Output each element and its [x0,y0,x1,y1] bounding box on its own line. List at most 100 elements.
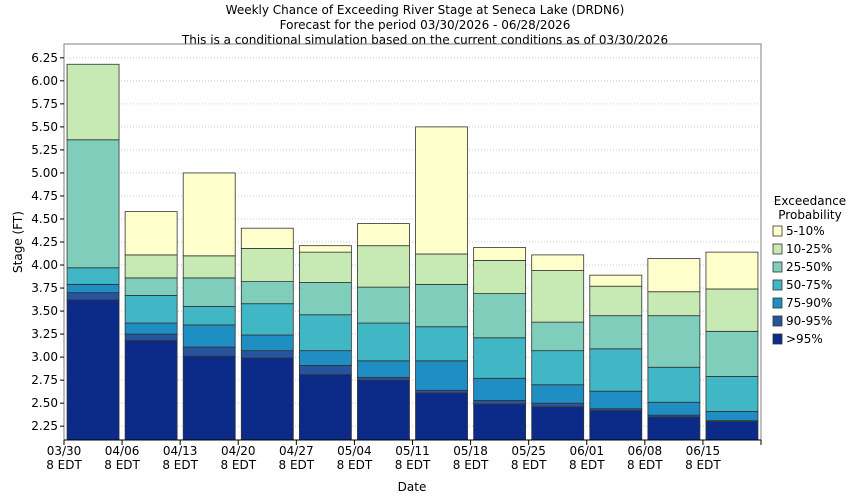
bar-segment [298,282,352,316]
legend-swatch [772,243,783,255]
x-tick-label: 05/25 [511,444,546,458]
bar-segment [531,384,585,404]
bar-segment [240,303,294,336]
grid-lines [64,57,761,427]
bar-segment [124,322,178,335]
bar-segment [182,306,236,326]
y-tick-label: 4.75 [31,189,58,203]
x-tick-label: 05/11 [395,444,430,458]
bar-segment [705,411,759,422]
bar-segment [647,258,701,293]
x-tick-sublabel: 8 EDT [162,458,198,472]
bar-segment [240,248,294,283]
x-tick-sublabel: 8 EDT [627,458,663,472]
x-tick-label: 04/06 [105,444,140,458]
y-tick-label: 6.25 [31,51,58,65]
bar-segment [531,406,585,441]
bar-segment [182,355,236,441]
legend-label: 50-75% [786,278,832,292]
y-tick-label: 2.50 [31,396,58,410]
bar-segment [473,247,527,261]
x-tick-sublabel: 8 EDT [220,458,256,472]
bar-segment [473,399,527,405]
bar-segment [240,350,294,359]
bar-segment [589,410,643,441]
bar-segment [589,390,643,410]
x-tick-label: 05/04 [337,444,372,458]
x-tick-sublabel: 8 EDT [685,458,721,472]
y-tick-label: 3.25 [31,327,58,341]
x-tick-label: 04/13 [163,444,198,458]
bar-segment [124,277,178,296]
x-tick-sublabel: 8 EDT [46,458,82,472]
bar-segment [357,223,410,247]
bar-segment [415,253,468,285]
legend-swatch [772,333,783,345]
bar-segment [357,245,410,288]
bar-segment [647,401,701,416]
bar-segment [182,172,236,257]
bar-segment [298,350,352,366]
bar-segment [705,330,759,377]
bar-segment [182,346,236,357]
bar-segment [589,315,643,350]
legend-label: 5-10% [786,224,825,238]
bar-segment [531,350,585,386]
x-tick-sublabel: 8 EDT [337,458,373,472]
y-tick-label: 5.00 [31,166,58,180]
y-axis: 2.25 2.50 2.75 3.00 3.25 3.50 3.75 4.00 4.25 4.50… [31,51,64,433]
y-tick-label: 3.50 [31,304,58,318]
bar-segment [66,283,120,294]
y-tick-label: 2.25 [31,419,58,433]
legend-label: 10-25% [786,242,832,256]
legend-label: 75-90% [786,296,832,310]
bar-segment [647,315,701,368]
y-tick-label: 5.25 [31,143,58,157]
bar-segment [531,270,585,323]
bar-segment [415,360,468,391]
bar-segment [124,333,178,341]
bar-segment [647,366,701,403]
legend-title: Exceedance [774,194,846,208]
x-tick-label: 04/27 [279,444,314,458]
bar-segment [415,326,468,362]
bar-segment [298,314,352,352]
bar-segment [415,389,468,394]
legend-swatch [772,279,783,291]
x-tick-label: 03/30 [47,444,82,458]
bar-segment [473,403,527,441]
legend-label: 25-50% [786,260,832,274]
x-tick-sublabel: 8 EDT [453,458,489,472]
bar-segment [705,251,759,290]
legend-swatch [772,315,783,327]
bar-segment [589,274,643,287]
bar-segment [357,379,410,441]
x-tick-label: 06/01 [569,444,604,458]
bar-segment [124,340,178,441]
legend-label: 90-95% [786,314,832,328]
y-tick-label: 6.00 [31,74,58,88]
bar-segment [298,245,352,253]
bar-segment [415,126,468,255]
x-tick-label: 06/08 [628,444,663,458]
bar-segment [589,285,643,317]
y-tick-label: 4.25 [31,235,58,249]
x-tick-sublabel: 8 EDT [279,458,315,472]
legend-swatch [772,261,783,273]
bar-segment [124,295,178,324]
bar-segment [415,392,468,441]
bar-segment [357,376,410,381]
x-axis-label: Date [398,480,427,494]
bar-segment [357,322,410,362]
bar-segment [705,421,759,441]
bar-segment [473,337,527,379]
bar-segment [182,324,236,348]
y-tick-label: 5.50 [31,120,58,134]
legend-title: Probability [778,208,841,222]
bar-segment [124,211,178,256]
y-tick-label: 4.00 [31,258,58,272]
title-line: Weekly Chance of Exceeding River Stage a… [226,3,625,17]
